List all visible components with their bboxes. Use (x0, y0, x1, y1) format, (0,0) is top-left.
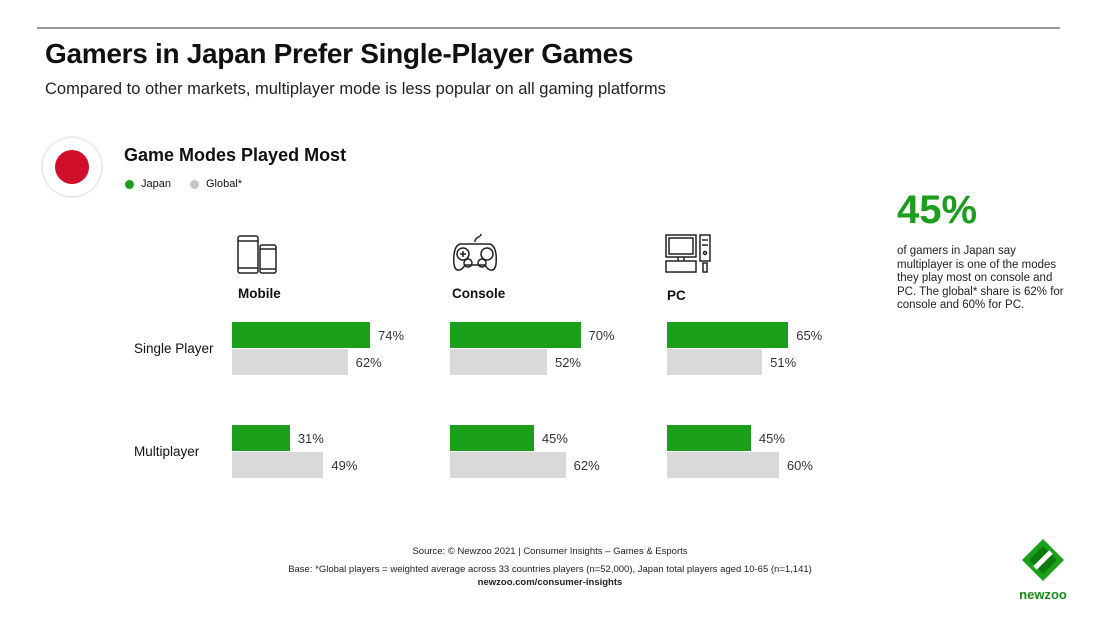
legend-label: Japan (141, 178, 171, 190)
japan-flag-icon (43, 138, 101, 196)
bar-pc-multiplayer-japan (667, 425, 751, 451)
platform-label-mobile: Mobile (238, 286, 281, 301)
desktop-pc-icon (665, 234, 711, 273)
mobile-icon (237, 235, 277, 274)
callout-value: 45% (897, 188, 978, 232)
footer-source: Source: © Newzoo 2021 | Consumer Insight… (412, 546, 688, 557)
bar-value-label: 31% (297, 431, 324, 446)
bar-console-single-player-japan (450, 322, 581, 348)
legend-japan: Japan (125, 178, 171, 190)
platform-label-console: Console (452, 286, 506, 301)
logo-text: newzoo (1019, 587, 1067, 602)
newzoo-logo-icon (1022, 539, 1064, 581)
bar-mobile-multiplayer-japan (232, 425, 290, 451)
bar-console-single-player-global (450, 349, 547, 375)
page-title: Gamers in Japan Prefer Single-Player Gam… (45, 38, 634, 69)
legend-label: Global* (206, 178, 243, 190)
callout-text: of gamers in Japan say multiplayer is on… (897, 245, 1064, 311)
bar-value-label: 45% (758, 431, 785, 446)
bar-value-label: 60% (786, 458, 813, 473)
bar-value-label: 51% (770, 355, 797, 370)
footer-url[interactable]: newzoo.com/consumer-insights (477, 577, 623, 588)
bar-value-label: 52% (554, 355, 581, 370)
bar-value-label: 65% (796, 328, 823, 343)
bar-pc-single-player-global (667, 349, 763, 375)
bar-console-multiplayer-japan (450, 425, 534, 451)
bar-value-label: 45% (541, 431, 568, 446)
bar-mobile-single-player-global (232, 349, 348, 375)
bar-mobile-single-player-japan (232, 322, 370, 348)
top-divider (37, 27, 1060, 29)
bar-value-label: 70% (588, 328, 615, 343)
platform-label-pc: PC (667, 288, 686, 303)
bar-pc-multiplayer-global (667, 452, 779, 478)
bar-pc-single-player-japan (667, 322, 789, 348)
row-label-multiplayer: Multiplayer (134, 444, 200, 459)
newzoo-logo: newzoo (1013, 538, 1073, 602)
bar-value-label: 62% (355, 355, 382, 370)
bar-console-multiplayer-global (450, 452, 566, 478)
bar-value-label: 74% (378, 328, 405, 343)
footer-base: Base: *Global players = weighted average… (288, 564, 812, 575)
bar-mobile-multiplayer-global (232, 452, 324, 478)
bar-value-label: 62% (573, 458, 600, 473)
page-subtitle: Compared to other markets, multiplayer m… (45, 80, 666, 98)
legend-global: Global* (190, 178, 242, 190)
row-label-single-player: Single Player (134, 341, 214, 356)
gamepad-icon (453, 233, 497, 271)
chart-title: Game Modes Played Most (124, 145, 347, 165)
bar-value-label: 49% (331, 458, 358, 473)
